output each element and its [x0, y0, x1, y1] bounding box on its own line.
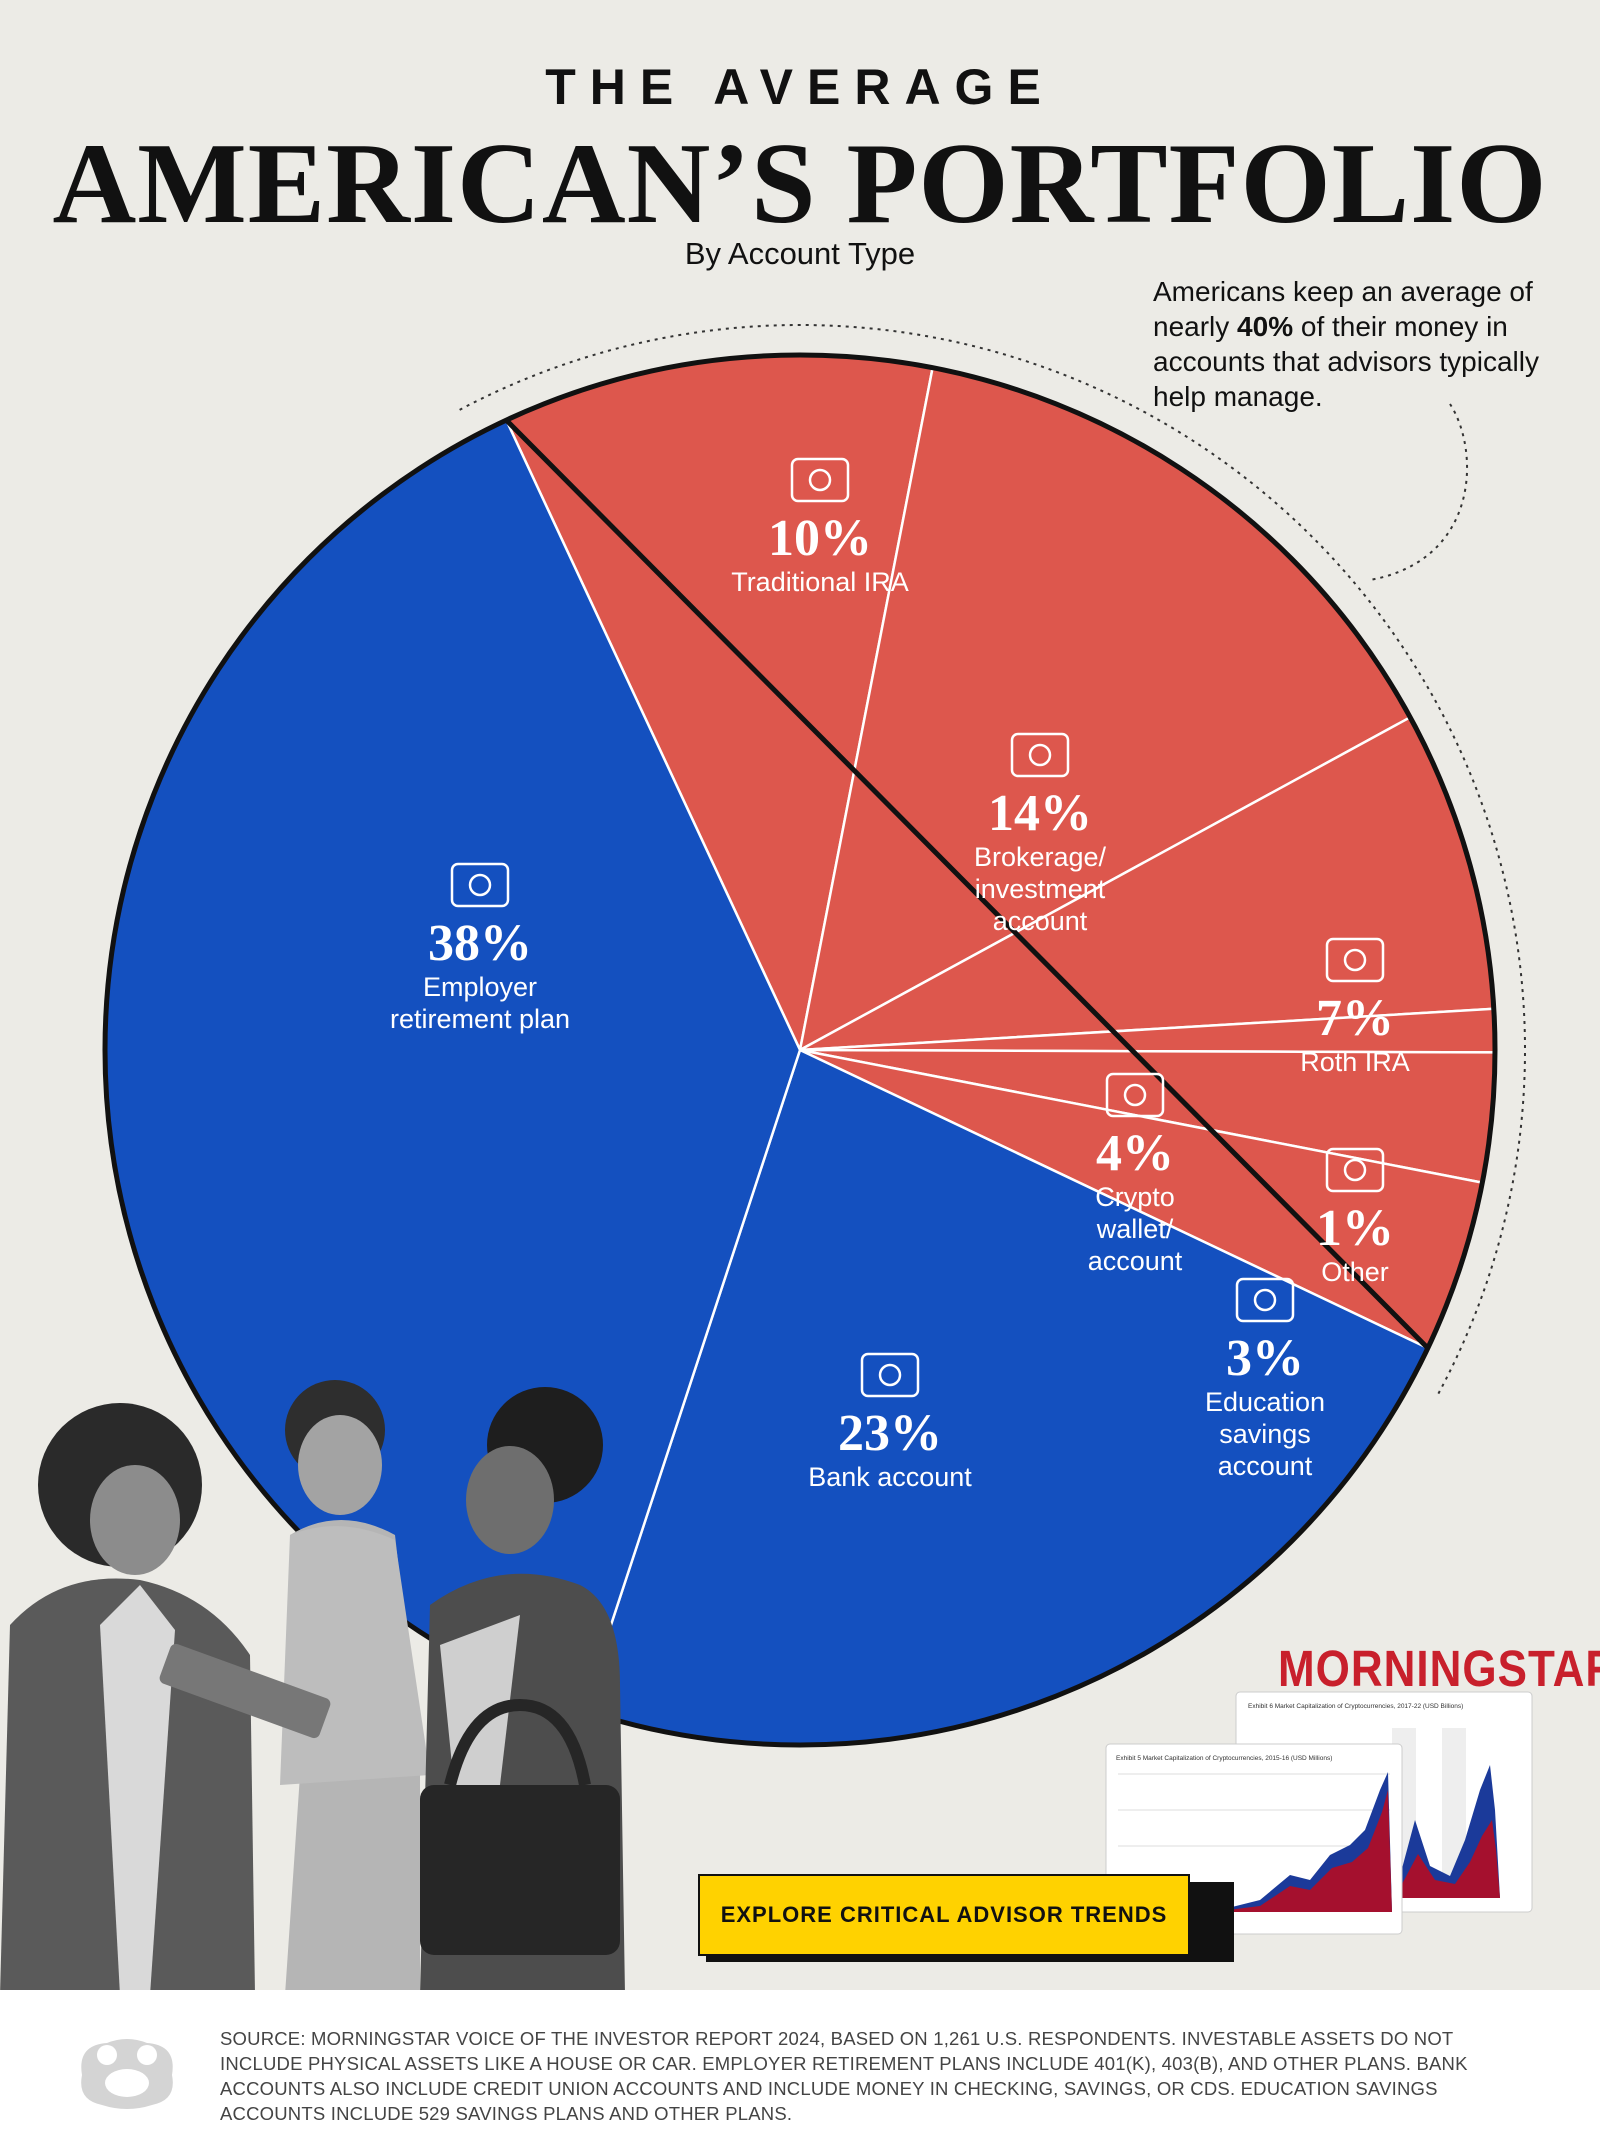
- bank-icon: [860, 1352, 920, 1398]
- advisors-photo: [0, 1380, 625, 1995]
- value-label-roth-ira: 7%: [1316, 990, 1394, 1047]
- category-label-other: Other: [1321, 1257, 1389, 1287]
- morningstar-logo: MORNINGSTAR®: [1278, 1641, 1600, 1698]
- pie-slices: [103, 353, 1497, 1747]
- thumb2-title: Exhibit 5 Market Capitalization of Crypt…: [1116, 1755, 1332, 1762]
- advisor-callout: Americans keep an average of nearly 40% …: [1153, 274, 1573, 414]
- category-label-brokerage-investment-account: investment: [975, 874, 1106, 904]
- value-label-other: 1%: [1316, 1200, 1394, 1257]
- blue-red-divider: [504, 418, 1430, 1350]
- value-label-traditional-ira: 10%: [768, 510, 872, 567]
- visual-capitalist-logo-icon: [81, 2039, 173, 2109]
- callout-text-start: Americans keep an average of nearly: [1153, 276, 1533, 342]
- thumb1-title: Exhibit 6 Market Capitalization of Crypt…: [1248, 1703, 1463, 1710]
- page-title: AMERICAN’S PORTFOLIO: [52, 120, 1548, 248]
- category-label-brokerage-investment-account: Brokerage/: [974, 842, 1107, 872]
- magnifier-icon: [1325, 1147, 1385, 1193]
- elderly-couple-icon: [450, 862, 510, 908]
- safe-tax-icon: [790, 457, 850, 503]
- category-label-crypto-wallet-account: Crypto: [1095, 1182, 1175, 1212]
- category-label-education-savings-account: Education: [1205, 1387, 1325, 1417]
- category-label-crypto-wallet-account: account: [1088, 1246, 1183, 1276]
- value-label-crypto-wallet-account: 4%: [1096, 1125, 1174, 1182]
- callout-text-end: of their money in accounts that advisors…: [1153, 311, 1539, 412]
- pie-outline: [102, 352, 1498, 1748]
- value-label-education-savings-account: 3%: [1226, 1330, 1304, 1387]
- category-label-brokerage-investment-account: account: [993, 906, 1088, 936]
- wallet-icon: [1105, 1072, 1165, 1118]
- value-label-brokerage-investment-account: 14%: [988, 785, 1092, 842]
- value-label-bank-account: 23%: [838, 1405, 942, 1462]
- page-subtitle: By Account Type: [684, 236, 916, 271]
- growth-chart-icon: [1010, 732, 1070, 778]
- value-label-employer-retirement-plan: 38%: [428, 915, 532, 972]
- footer-bar: [0, 1990, 1600, 2134]
- explore-trends-button[interactable]: EXPLORE CRITICAL ADVISOR TRENDS: [698, 1874, 1190, 1956]
- page-kicker: THE AVERAGE: [545, 59, 1055, 115]
- callout-highlight: 40%: [1237, 311, 1294, 342]
- category-label-employer-retirement-plan: Employer: [423, 972, 537, 1002]
- source-note: SOURCE: MORNINGSTAR VOICE OF THE INVESTO…: [220, 2028, 1468, 2124]
- category-label-education-savings-account: account: [1218, 1451, 1313, 1481]
- category-label-roth-ira: Roth IRA: [1300, 1047, 1410, 1077]
- category-label-education-savings-account: savings: [1219, 1419, 1311, 1449]
- tax-safe-icon: [1325, 937, 1385, 983]
- callout-leader-dotted: [1369, 403, 1469, 581]
- category-label-crypto-wallet-account: wallet/: [1096, 1214, 1174, 1244]
- category-label-traditional-ira: Traditional IRA: [731, 567, 909, 597]
- category-label-employer-retirement-plan: retirement plan: [390, 1004, 570, 1034]
- category-label-bank-account: Bank account: [808, 1462, 972, 1492]
- graduation-cap-icon: [1235, 1277, 1295, 1323]
